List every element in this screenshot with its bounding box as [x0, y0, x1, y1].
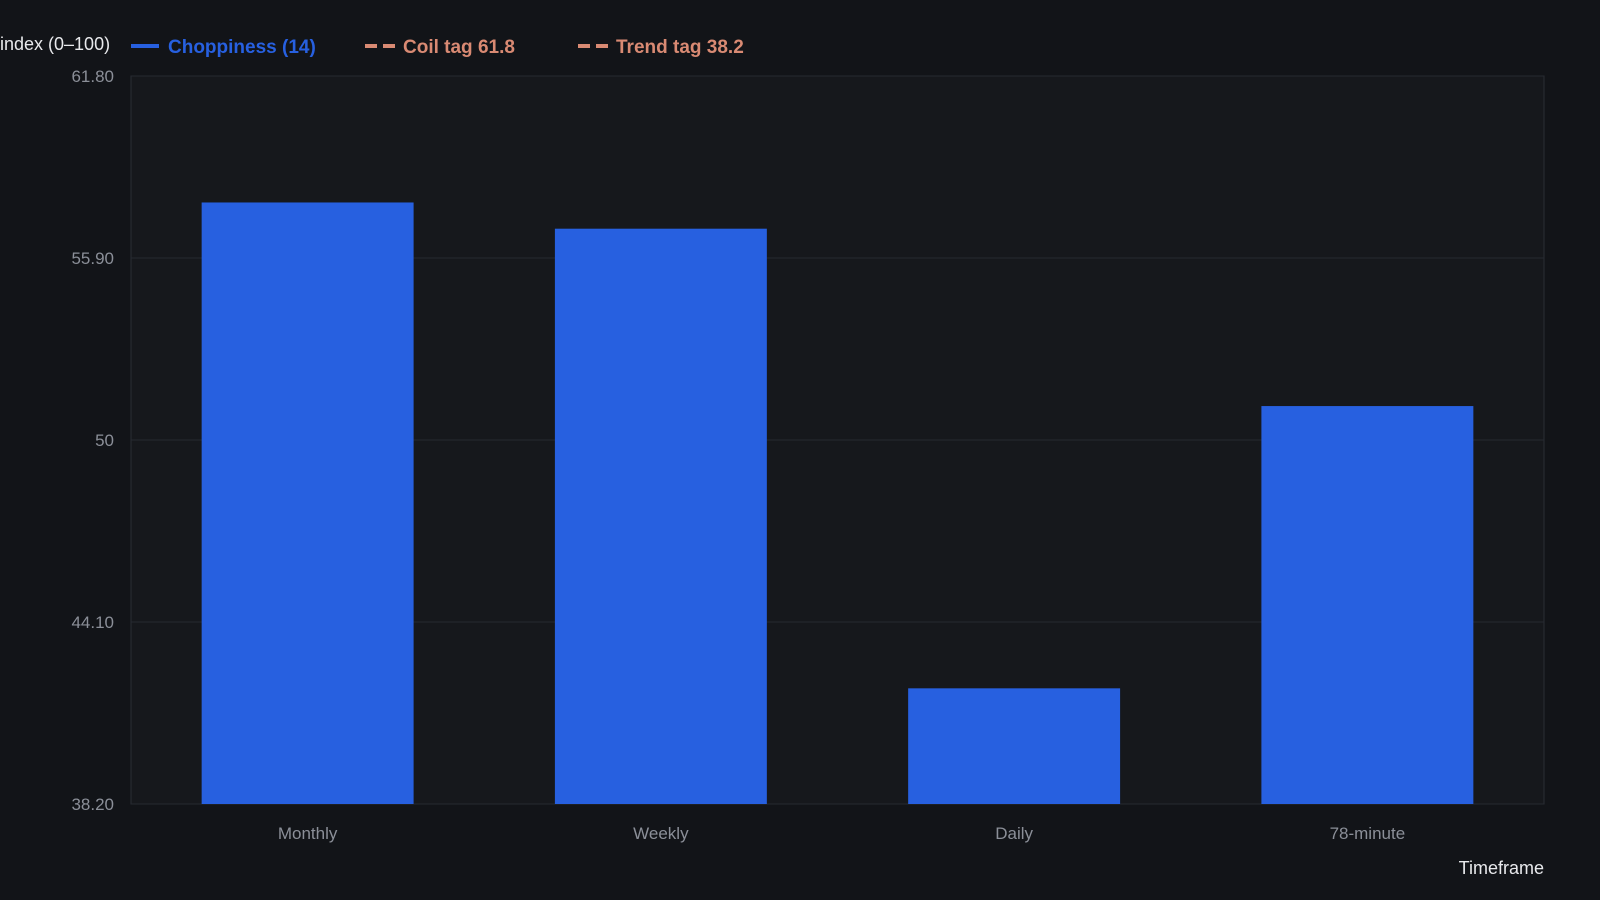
- bar-daily: [908, 688, 1121, 804]
- bar-78-minute: [1261, 406, 1474, 804]
- legend-label-trend-tag: Trend tag 38.2: [616, 37, 744, 58]
- x-tick-label: Daily: [995, 824, 1033, 843]
- y-tick-label: 61.80: [71, 67, 114, 86]
- y-tick-label: 38.20: [71, 795, 114, 814]
- bars: [201, 202, 1474, 804]
- legend: Choppiness (14) Coil tag 61.8 Trend tag …: [131, 37, 744, 58]
- y-tick-label: 50: [95, 431, 114, 450]
- x-tick-label: Monthly: [278, 824, 338, 843]
- y-axis-title: index (0–100): [0, 34, 110, 54]
- y-tick-label: 55.90: [71, 249, 114, 268]
- x-tick-labels: Monthly Weekly Daily 78-minute: [278, 824, 1405, 843]
- legend-label-series: Choppiness (14): [168, 37, 316, 58]
- y-tick-labels: 38.20 44.10 50 55.90 61.80: [71, 67, 114, 814]
- legend-item-series: Choppiness (14): [131, 37, 316, 58]
- x-axis-title: Timeframe: [1459, 858, 1544, 878]
- x-tick-label: 78-minute: [1330, 824, 1406, 843]
- legend-item-coil-tag: Coil tag 61.8: [365, 37, 515, 58]
- y-tick-label: 44.10: [71, 613, 114, 632]
- bar-monthly: [201, 202, 414, 804]
- x-tick-label: Weekly: [633, 824, 689, 843]
- legend-item-trend-tag: Trend tag 38.2: [578, 37, 744, 58]
- bar-weekly: [554, 228, 767, 804]
- legend-label-coil-tag: Coil tag 61.8: [403, 37, 515, 58]
